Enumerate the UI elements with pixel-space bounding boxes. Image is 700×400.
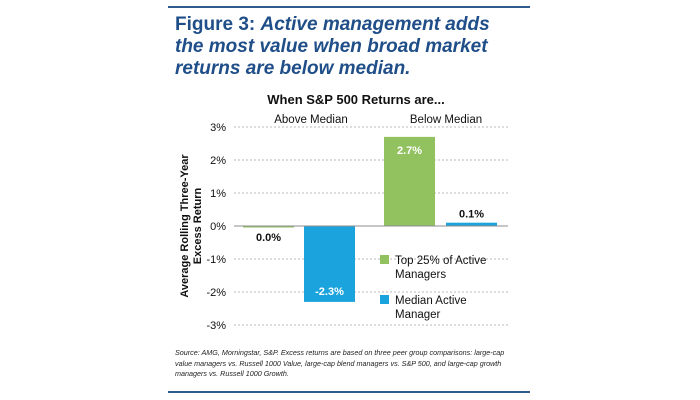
- y-tick-label: -2%: [206, 287, 226, 299]
- bar: [243, 226, 294, 228]
- data-label: 2.7%: [397, 145, 422, 157]
- legend-label: Median Active Manager: [395, 295, 467, 321]
- y-tick-label: 0%: [210, 221, 226, 233]
- y-tick-label: -1%: [206, 254, 226, 266]
- y-tick-label: -3%: [206, 320, 226, 332]
- top-rule: [168, 6, 530, 8]
- data-label: -2.3%: [315, 286, 344, 298]
- y-tick-label: 1%: [210, 188, 226, 200]
- data-label: 0.1%: [459, 209, 484, 221]
- source-note: Source: AMG, Morningstar, S&P. Excess re…: [175, 348, 505, 378]
- category-label: Below Median: [410, 114, 482, 126]
- figure-label: Figure 3:: [175, 14, 256, 35]
- data-label: 0.0%: [256, 232, 281, 244]
- legend-label: Top 25% of Active Managers: [395, 255, 486, 281]
- y-tick-label: 2%: [210, 155, 226, 167]
- figure-title-text: Active management adds the most value wh…: [175, 14, 490, 79]
- category-label: Above Median: [274, 114, 348, 126]
- bottom-rule: [168, 391, 530, 393]
- legend-swatch: [380, 255, 389, 264]
- bar: [304, 226, 355, 302]
- figure: Figure 3: Active management adds the mos…: [168, 0, 530, 400]
- figure-title: Figure 3: Active management adds the mos…: [175, 14, 520, 80]
- bar: [384, 136, 435, 226]
- y-tick-label: 3%: [210, 122, 226, 134]
- bar: [446, 222, 497, 226]
- chart-title: When S&P 500 Returns are...: [267, 92, 445, 107]
- y-axis-label: Average Rolling Three-YearExcess Return: [179, 154, 204, 298]
- bar-chart: When S&P 500 Returns are... 3% 2% 1% 0% -1% -2…: [179, 92, 508, 332]
- legend-swatch: [380, 295, 389, 304]
